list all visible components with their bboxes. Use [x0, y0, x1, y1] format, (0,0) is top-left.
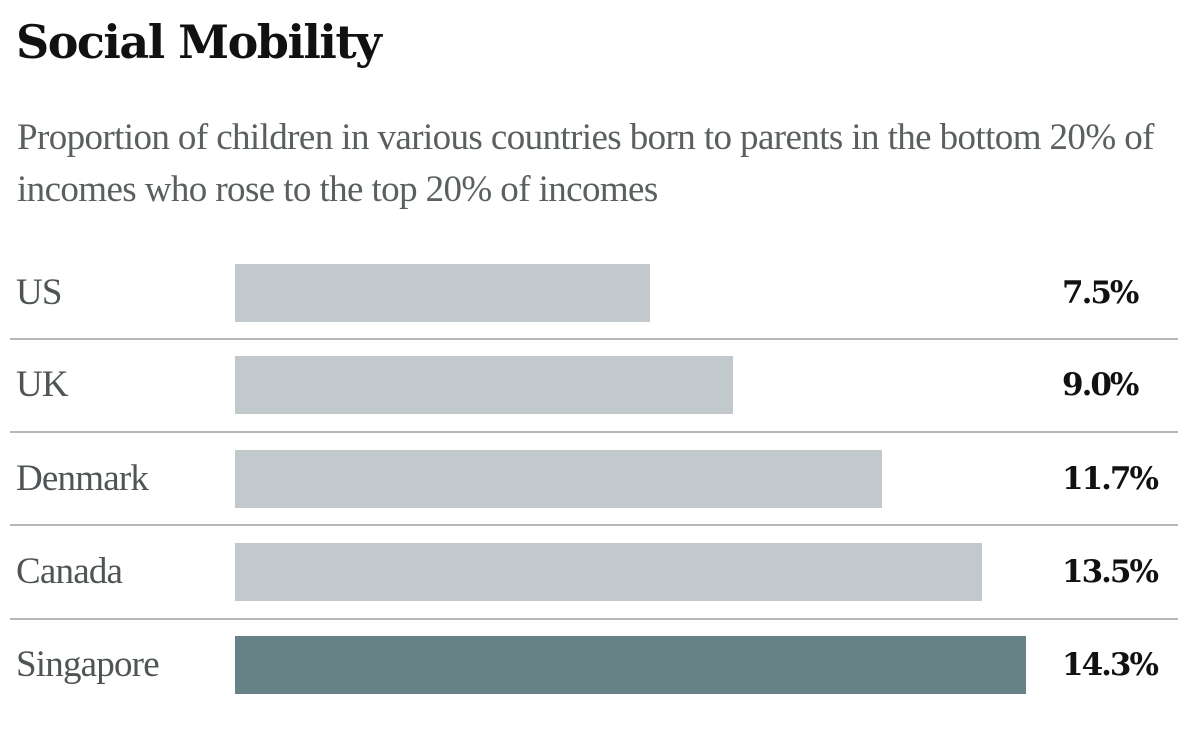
chart-title: Social Mobility	[16, 15, 382, 69]
row-divider	[10, 431, 1178, 433]
bar-row-us: US 7.5%	[0, 264, 1200, 357]
value-label: 7.5%	[1062, 275, 1139, 311]
bar-row-canada: Canada 13.5%	[0, 543, 1200, 636]
country-label: Canada	[16, 551, 123, 592]
bar-row-denmark: Denmark 11.7%	[0, 450, 1200, 543]
row-divider	[10, 524, 1178, 526]
country-label: UK	[16, 364, 69, 405]
bar-singapore	[235, 636, 1026, 694]
bar-chart: US 7.5% UK 9.0% Denmark 11.7% Canada 13.…	[0, 264, 1200, 694]
value-label: 13.5%	[1062, 554, 1159, 590]
chart-subtitle: Proportion of children in various countr…	[17, 117, 1154, 210]
row-divider	[10, 618, 1178, 620]
bar-row-singapore: Singapore 14.3%	[0, 636, 1200, 729]
bar-canada	[235, 543, 982, 601]
value-label: 11.7%	[1062, 461, 1159, 497]
value-label: 9.0%	[1062, 367, 1139, 403]
country-label: US	[16, 272, 62, 313]
bar-us	[235, 264, 650, 322]
country-label: Denmark	[16, 458, 149, 499]
bar-row-uk: UK 9.0%	[0, 356, 1200, 449]
bar-uk	[235, 356, 733, 414]
row-divider	[10, 338, 1178, 340]
country-label: Singapore	[16, 644, 160, 685]
bar-denmark	[235, 450, 882, 508]
value-label: 14.3%	[1062, 647, 1159, 683]
